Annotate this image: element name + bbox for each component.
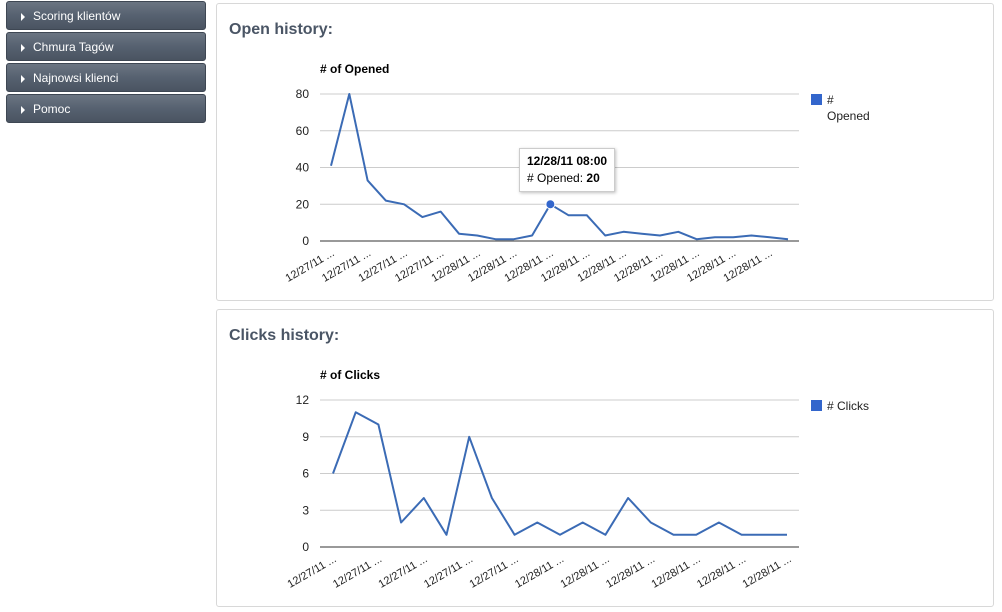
tooltip-series-label: # Opened: [527, 171, 584, 185]
sidebar-item-newest-clients[interactable]: Najnowsi klienci [6, 63, 206, 92]
x-tick-label: 12/28/11 ... [604, 553, 657, 591]
y-axis-label: # of Opened [320, 62, 389, 76]
chart-tooltip: 12/28/11 08:00 # Opened: 20 [519, 148, 616, 192]
sidebar-item-scoring[interactable]: Scoring klientów [6, 1, 206, 30]
sidebar-item-label: Pomoc [33, 102, 71, 116]
y-tick-label: 3 [302, 503, 309, 517]
caret-right-icon [21, 44, 25, 52]
y-axis-label: # of Clicks [320, 368, 380, 382]
panel-title: Clicks history: [229, 327, 340, 344]
y-tick-label: 0 [302, 234, 309, 248]
legend-label: # Clicks [827, 399, 869, 413]
series-line [330, 93, 789, 241]
sidebar-item-label: Najnowsi klienci [33, 71, 119, 85]
caret-right-icon [21, 13, 25, 21]
y-tick-label: 12 [296, 393, 310, 407]
series-line [332, 411, 787, 536]
x-tick-label: 12/27/11 ... [468, 553, 521, 591]
x-tick-label: 12/28/11 ... [741, 553, 794, 591]
y-tick-label: 80 [296, 87, 310, 101]
y-tick-label: 9 [302, 430, 309, 444]
legend-label: Opened [827, 109, 870, 123]
sidebar-item-help[interactable]: Pomoc [6, 94, 206, 123]
y-tick-label: 0 [302, 540, 309, 554]
x-tick-label: 12/27/11 ... [286, 553, 339, 591]
y-tick-label: 20 [296, 197, 310, 211]
x-tick-label: 12/28/11 ... [695, 553, 748, 591]
x-tick-label: 12/27/11 ... [331, 553, 384, 591]
x-tick-label: 12/27/11 ... [377, 553, 430, 591]
sidebar-item-label: Chmura Tagów [33, 40, 114, 54]
tooltip-value: 20 [586, 171, 600, 185]
sidebar-item-label: Scoring klientów [33, 9, 121, 23]
x-tick-label: 12/28/11 ... [559, 553, 612, 591]
highlighted-point [545, 199, 556, 210]
x-tick-label: 12/28/11 ... [513, 553, 566, 591]
caret-right-icon [21, 75, 25, 83]
tooltip-value-row: # Opened: 20 [527, 170, 607, 187]
legend-swatch [811, 94, 822, 105]
legend-label: # [827, 93, 834, 107]
y-tick-label: 60 [296, 124, 310, 138]
y-tick-label: 40 [296, 161, 310, 175]
y-tick-label: 6 [302, 467, 309, 481]
open-history-panel: Open history: # of Opened 0 20 40 60 80 12/27/… [216, 3, 994, 301]
x-tick-label: 12/28/11 ... [650, 553, 703, 591]
clicks-history-panel: Clicks history: # of Clicks 0 3 6 9 12 12/27/1… [216, 309, 994, 607]
panel-title: Open history: [229, 21, 334, 38]
caret-right-icon [21, 106, 25, 114]
x-tick-label: 12/27/11 ... [422, 553, 475, 591]
sidebar-item-tag-cloud[interactable]: Chmura Tagów [6, 32, 206, 61]
legend-swatch [811, 400, 822, 411]
sidebar: Scoring klientów Chmura Tagów Najnowsi k… [6, 1, 206, 125]
tooltip-date: 12/28/11 08:00 [527, 154, 608, 168]
